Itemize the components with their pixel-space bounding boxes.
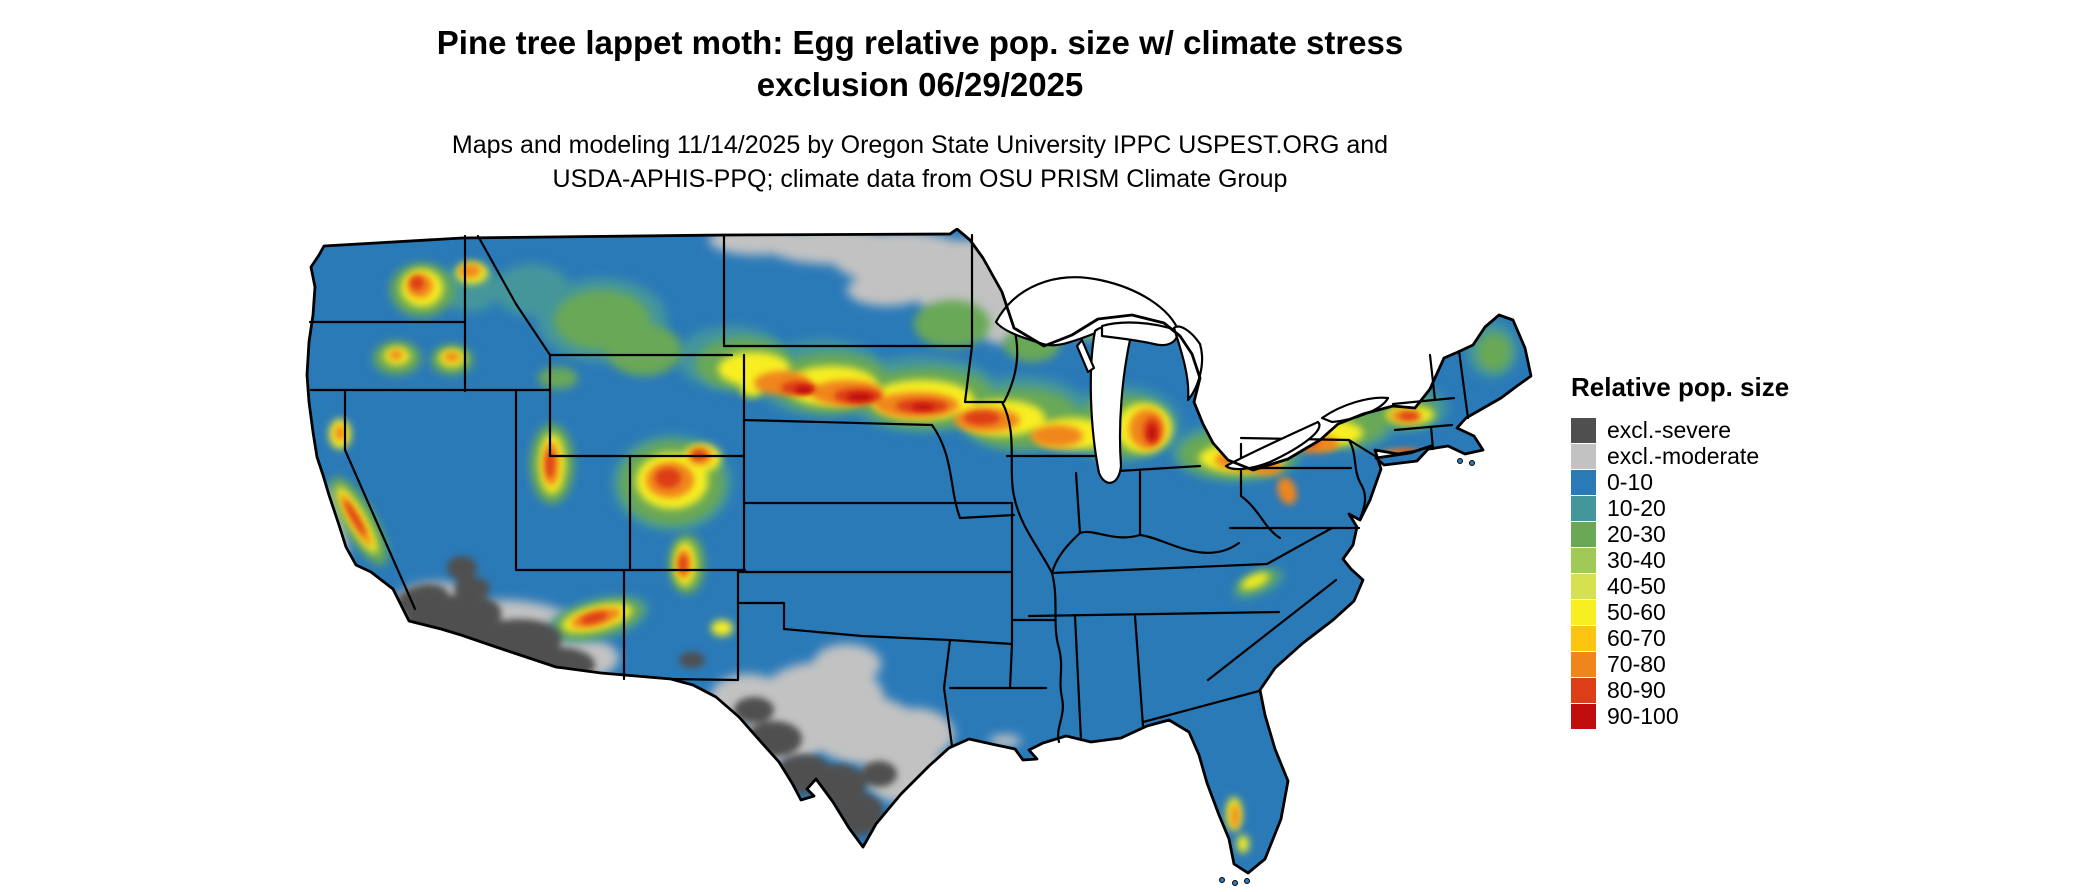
long-island	[1374, 444, 1433, 467]
legend-swatch	[1571, 625, 1596, 651]
legend-item-label: 10-20	[1607, 494, 1666, 521]
legend-item-label: 70-80	[1607, 650, 1666, 677]
legend-item: 0-10	[1571, 469, 1789, 495]
map-title: Pine tree lappet moth: Egg relative pop.…	[0, 22, 1840, 106]
legend: Relative pop. size excl.-severe excl.-mod…	[1571, 372, 1789, 729]
legend-item: 10-20	[1571, 495, 1789, 521]
legend-item: 80-90	[1571, 677, 1789, 703]
legend-item-label: excl.-severe	[1607, 416, 1731, 443]
legend-swatch	[1571, 573, 1596, 599]
legend-swatch	[1571, 495, 1596, 521]
legend-item: 50-60	[1571, 599, 1789, 625]
state-borders	[308, 233, 1470, 748]
subtitle-line-1: Maps and modeling 11/14/2025 by Oregon S…	[451, 130, 1389, 159]
legend-item: excl.-severe	[1571, 417, 1789, 443]
title-line-1: Pine tree lappet moth: Egg relative pop.…	[436, 24, 1404, 61]
mackinac-strait	[1100, 321, 1178, 347]
legend-swatch	[1571, 703, 1596, 729]
legend-item: 70-80	[1571, 651, 1789, 677]
legend-item-label: 80-90	[1607, 676, 1666, 703]
title-line-2: exclusion 06/29/2025	[756, 65, 1084, 103]
legend-item: 60-70	[1571, 625, 1789, 651]
legend-swatch	[1571, 599, 1596, 625]
legend-item-label: 0-10	[1607, 468, 1654, 495]
legend-item-label: excl.-moderate	[1607, 442, 1760, 469]
legend-title: Relative pop. size	[1571, 372, 1790, 402]
subtitle-line-2: USDA-APHIS-PPQ; climate data from OSU PR…	[552, 165, 1288, 194]
legend-swatch	[1571, 677, 1596, 703]
legend-swatch	[1571, 469, 1596, 495]
legend-item-label: 50-60	[1607, 598, 1666, 625]
legend-item: excl.-moderate	[1571, 443, 1789, 469]
legend-item-label: 20-30	[1607, 520, 1666, 547]
legend-item: 30-40	[1571, 547, 1789, 573]
legend-swatch	[1571, 443, 1596, 469]
legend-swatch	[1571, 651, 1596, 677]
legend-item: 40-50	[1571, 573, 1789, 599]
legend-item-label: 40-50	[1607, 572, 1666, 599]
map-subtitle: Maps and modeling 11/14/2025 by Oregon S…	[0, 128, 1840, 197]
header: Pine tree lappet moth: Egg relative pop.…	[0, 22, 1840, 196]
us-map	[305, 227, 1533, 886]
legend-item-label: 30-40	[1607, 546, 1666, 573]
national-outline	[305, 227, 1533, 875]
great-lakes	[994, 276, 1390, 484]
legend-item: 90-100	[1571, 703, 1789, 729]
legend-items: excl.-severe excl.-moderate 0-10 10-20 20-30…	[1571, 417, 1789, 729]
legend-item: 20-30	[1571, 521, 1789, 547]
legend-item-label: 60-70	[1607, 624, 1666, 651]
legend-swatch	[1571, 417, 1596, 443]
small-islands	[1219, 458, 1475, 886]
map-container	[302, 227, 1534, 888]
legend-swatch	[1571, 521, 1596, 547]
legend-item-label: 90-100	[1607, 702, 1679, 729]
legend-swatch	[1571, 547, 1596, 573]
green-bay	[1075, 338, 1096, 374]
